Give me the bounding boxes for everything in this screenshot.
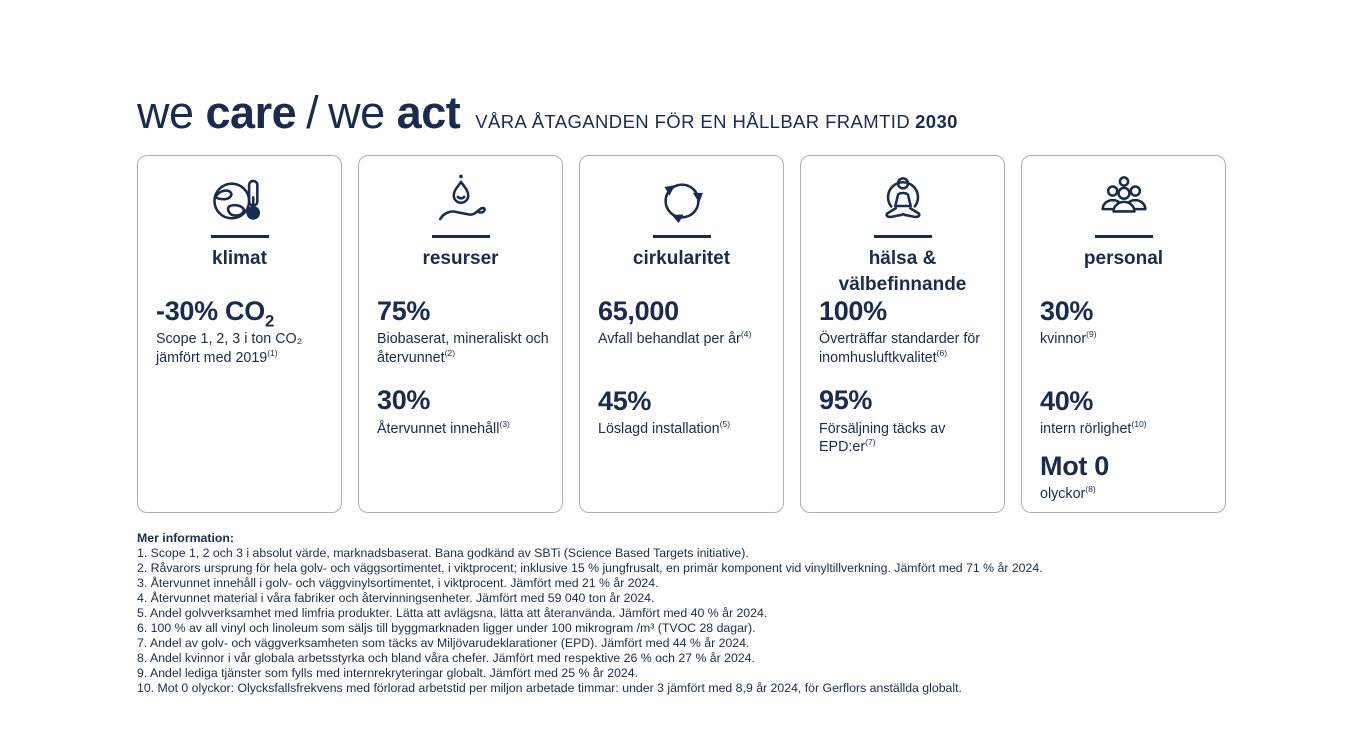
card-stats: 100% Överträffar standarder för inomhusl… (819, 296, 992, 457)
stat: 65,000 Avfall behandlat per år(4) (598, 296, 771, 349)
footnote-item: 9. Andel lediga tjänster som fylls med i… (137, 666, 639, 680)
footnote-item: 8. Andel kvinnor i vår globala arbetssty… (137, 651, 755, 665)
stat-desc: Överträffar standarder för inomhusluftkv… (819, 331, 981, 366)
stat-desc: intern rörlighet(10) (1040, 419, 1147, 438)
stat-value: 100% (819, 296, 887, 326)
card-personal: personal 30% kvinnor(9) 40% intern rörli… (1021, 155, 1226, 513)
stat-value: 65,000 (598, 296, 679, 326)
footnote-item: 10. Mot 0 olyckor: Olycksfallsfrekvens m… (137, 681, 962, 695)
card-title: personal (1083, 248, 1164, 269)
card-stats: 30% kvinnor(9) 40% intern rörlighet(10) … (1040, 296, 1213, 503)
slide-subtitle: VÅRA ÅTAGANDEN FÖR EN HÅLLBAR FRAMTID 203… (475, 111, 958, 132)
footnote-item: 6. 100 % av all vinyl och linoleum som s… (137, 621, 756, 635)
stat-value: 45% (598, 385, 652, 416)
stat: 45% Löslagd installation(5) (598, 386, 771, 439)
stat: 100% Överträffar standarder för inomhusl… (819, 296, 992, 367)
stat: 30% Återvunnet innehåll(3) (377, 385, 550, 438)
stat-desc: Löslagd installation(5) (598, 419, 731, 438)
brand-we2: we (328, 87, 385, 138)
card-stats: 75% Biobaserat, mineraliskt och återvunn… (377, 296, 550, 438)
globe-thermometer-icon (138, 169, 341, 227)
card-divider (431, 235, 490, 238)
subtitle-year: 2030 (915, 111, 958, 132)
footnotes-heading: Mer information: (137, 531, 235, 545)
stat-desc: Försäljning täcks av EPD:er(7) (819, 420, 946, 456)
footnote-item: 5. Andel golvverksamhet med limfria prod… (137, 606, 768, 620)
stat: 30% kvinnor(9) (1040, 296, 1213, 349)
stat-desc: Avfall behandlat per år(4) (598, 329, 752, 348)
stat: -30% CO2 Scope 1, 2, 3 i ton CO₂ jämfört… (156, 296, 329, 367)
brand-separator: / (306, 87, 319, 138)
card-divider (873, 235, 932, 238)
card-title: resurser (422, 248, 499, 269)
card-divider (210, 235, 269, 238)
card-divider (1094, 235, 1153, 238)
brand-wordmark: we care / we act (137, 87, 461, 138)
card-stats: -30% CO2 Scope 1, 2, 3 i ton CO₂ jämfört… (156, 296, 329, 367)
card-title: klimat (212, 248, 267, 269)
stat-value: 95% (819, 385, 873, 416)
stat-desc: olyckor(8) (1040, 484, 1096, 502)
people-group-icon (1022, 169, 1225, 227)
stat-value: 30% (1040, 296, 1094, 326)
brand-care: care (205, 87, 297, 138)
stat-value: 30% (377, 385, 431, 416)
card-resurser: resurser 75% Biobaserat, mineraliskt och… (358, 155, 563, 513)
card-halsa-valbefinnande: hälsa & välbefinnande 100% Överträffar s… (800, 155, 1005, 513)
stat: 40% intern rörlighet(10) (1040, 386, 1213, 439)
card-stats: 65,000 Avfall behandlat per år(4) 45% Lö… (598, 296, 771, 439)
stat-value: -30% CO2 (156, 296, 274, 331)
brand-we1: we (137, 87, 194, 138)
footnote-item: 7. Andel av golv- och väggverksamheten s… (137, 636, 750, 650)
footnote-item: 4. Återvunnet material i våra fabriker o… (137, 591, 655, 605)
card-title: cirkularitet (632, 248, 731, 269)
stat-desc: Biobaserat, mineraliskt och återvunnet(2… (377, 331, 549, 366)
brand-act: act (396, 87, 461, 138)
card-cirkularitet: cirkularitet 65,000 Avfall behandlat per… (579, 155, 784, 513)
stat: 95% Försäljning täcks av EPD:er(7) (819, 385, 992, 456)
footnotes: Mer information: 1. Scope 1, 2 och 3 i a… (137, 531, 1290, 696)
stat: 75% Biobaserat, mineraliskt och återvunn… (377, 296, 550, 367)
stat-value: 40% (1040, 385, 1094, 416)
hand-droplet-icon (359, 169, 562, 227)
footnote-item: 2. Råvarors ursprung för hela golv- och … (137, 561, 1043, 575)
card-divider (652, 235, 711, 238)
commitment-cards: klimat -30% CO2 Scope 1, 2, 3 i ton CO₂ … (137, 155, 1226, 513)
card-klimat: klimat -30% CO2 Scope 1, 2, 3 i ton CO₂ … (137, 155, 342, 513)
page-title: we care / we act VÅRA ÅTAGANDEN FÖR EN HÅLLB… (137, 90, 958, 135)
meditation-icon (801, 169, 1004, 227)
card-title: hälsa & välbefinnande (838, 248, 967, 295)
stat-desc: Återvunnet innehåll(3) (377, 418, 510, 437)
stat-value: 75% (377, 296, 431, 326)
stat-desc: Scope 1, 2, 3 i ton CO₂ jämfört med 2019… (156, 331, 303, 366)
footnote-item: 3. Återvunnet innehåll i golv- och väggv… (137, 576, 659, 590)
footnote-item: 1. Scope 1, 2 och 3 i absolut värde, mar… (137, 546, 749, 560)
stat: Mot 0 olyckor(8) (1040, 451, 1213, 504)
stat-value: Mot 0 (1040, 450, 1109, 481)
stat-desc: kvinnor(9) (1040, 329, 1097, 348)
recycle-icon (580, 169, 783, 227)
